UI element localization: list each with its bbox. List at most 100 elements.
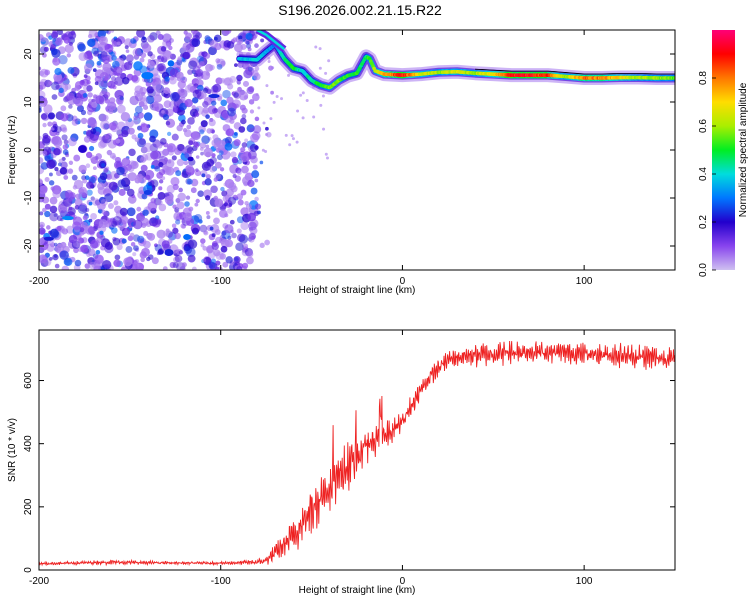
noise-blob: [116, 41, 121, 46]
noise-blob: [231, 156, 239, 164]
noise-blob: [154, 165, 161, 172]
noise-blob: [139, 57, 145, 63]
noise-blob: [123, 61, 133, 71]
noise-blob: [53, 242, 58, 247]
noise-blob: [61, 127, 68, 133]
noise-blob: [106, 149, 113, 156]
noise-blob: [49, 196, 58, 205]
noise-blob: [214, 198, 224, 208]
noise-blob: [107, 202, 114, 209]
noise-dot: [319, 103, 323, 107]
noise-blob: [188, 140, 194, 146]
spectrogram-y-tick-label: 10: [23, 96, 34, 108]
noise-blob: [191, 38, 201, 47]
noise-blob: [170, 92, 180, 102]
noise-blob: [66, 225, 75, 234]
noise-blob: [168, 76, 177, 85]
noise-blob: [50, 43, 56, 50]
noise-blob: [249, 30, 254, 33]
noise-blob: [246, 86, 254, 95]
noise-blob: [51, 81, 60, 91]
noise-blob: [188, 60, 198, 70]
noise-blob: [254, 66, 260, 72]
noise-blob: [121, 130, 129, 138]
noise-blob: [59, 250, 69, 260]
noise-blob: [88, 218, 93, 223]
noise-blob: [198, 219, 203, 224]
noise-blob: [107, 82, 111, 87]
noise-blob: [226, 208, 233, 214]
noise-blob: [229, 118, 235, 124]
noise-blob: [191, 97, 199, 104]
noise-blob: [234, 103, 239, 108]
noise-blob: [125, 118, 135, 128]
noise-blob: [185, 32, 193, 40]
noise-blob: [156, 63, 165, 72]
noise-blob: [162, 49, 171, 59]
noise-blob: [88, 54, 94, 60]
noise-blob: [220, 239, 230, 248]
noise-blob: [49, 172, 53, 177]
noise-blob: [46, 225, 51, 230]
noise-blob: [248, 236, 255, 243]
snr-frame: [38, 329, 676, 571]
noise-blob: [241, 107, 248, 114]
noise-blob: [198, 60, 205, 67]
noise-blob: [208, 118, 216, 127]
noise-blob: [236, 74, 243, 82]
noise-blob: [39, 107, 42, 113]
noise-blob: [111, 55, 117, 61]
noise-blob: [240, 189, 247, 196]
noise-blob: [51, 94, 58, 100]
noise-blob: [246, 250, 254, 258]
noise-blob: [145, 81, 152, 87]
noise-blob: [62, 144, 69, 150]
noise-blob: [204, 178, 212, 186]
noise-blob: [74, 97, 84, 107]
noise-blob: [204, 52, 211, 59]
noise-blob: [169, 38, 174, 43]
noise-blob: [241, 34, 247, 39]
noise-blob: [143, 112, 153, 121]
noise-blob: [224, 30, 232, 35]
noise-blob: [100, 120, 110, 130]
noise-blob: [83, 74, 88, 79]
noise-blob: [211, 85, 219, 93]
noise-blob: [235, 242, 244, 252]
noise-blob: [80, 117, 88, 125]
snr-y-tick-label: 600: [23, 372, 34, 389]
noise-blob: [86, 151, 93, 159]
noise-blob: [132, 252, 137, 257]
noise-blob: [225, 256, 233, 264]
noise-blob: [68, 206, 73, 211]
noise-blob: [226, 41, 235, 49]
noise-blob: [66, 53, 72, 58]
noise-blob: [117, 99, 124, 106]
noise-dot: [272, 100, 276, 104]
noise-blob: [191, 30, 198, 35]
noise-blob: [117, 179, 126, 188]
noise-blob: [147, 35, 155, 43]
snr-x-axis-label: Height of straight line (km): [299, 585, 416, 596]
noise-blob: [150, 164, 155, 169]
noise-blob: [113, 200, 119, 206]
noise-blob: [177, 80, 186, 89]
noise-blob: [39, 141, 45, 149]
noise-blob: [175, 219, 181, 225]
noise-blob: [245, 43, 252, 49]
noise-blob: [149, 135, 156, 143]
noise-blob: [174, 207, 180, 213]
noise-blob: [162, 114, 170, 121]
noise-blob: [249, 109, 255, 114]
noise-blob: [90, 212, 97, 220]
spectrogram-y-tick-label: -10: [23, 190, 34, 205]
noise-blob: [194, 202, 199, 207]
ridge-outline: [475, 68, 675, 75]
noise-blob: [88, 201, 93, 206]
snr-x-tick-label: -200: [29, 576, 49, 587]
noise-dot: [318, 66, 322, 70]
noise-blob: [139, 156, 147, 163]
noise-blob: [206, 215, 211, 220]
spectrogram-y-axis: -20 -10 0 10 20: [23, 48, 675, 253]
